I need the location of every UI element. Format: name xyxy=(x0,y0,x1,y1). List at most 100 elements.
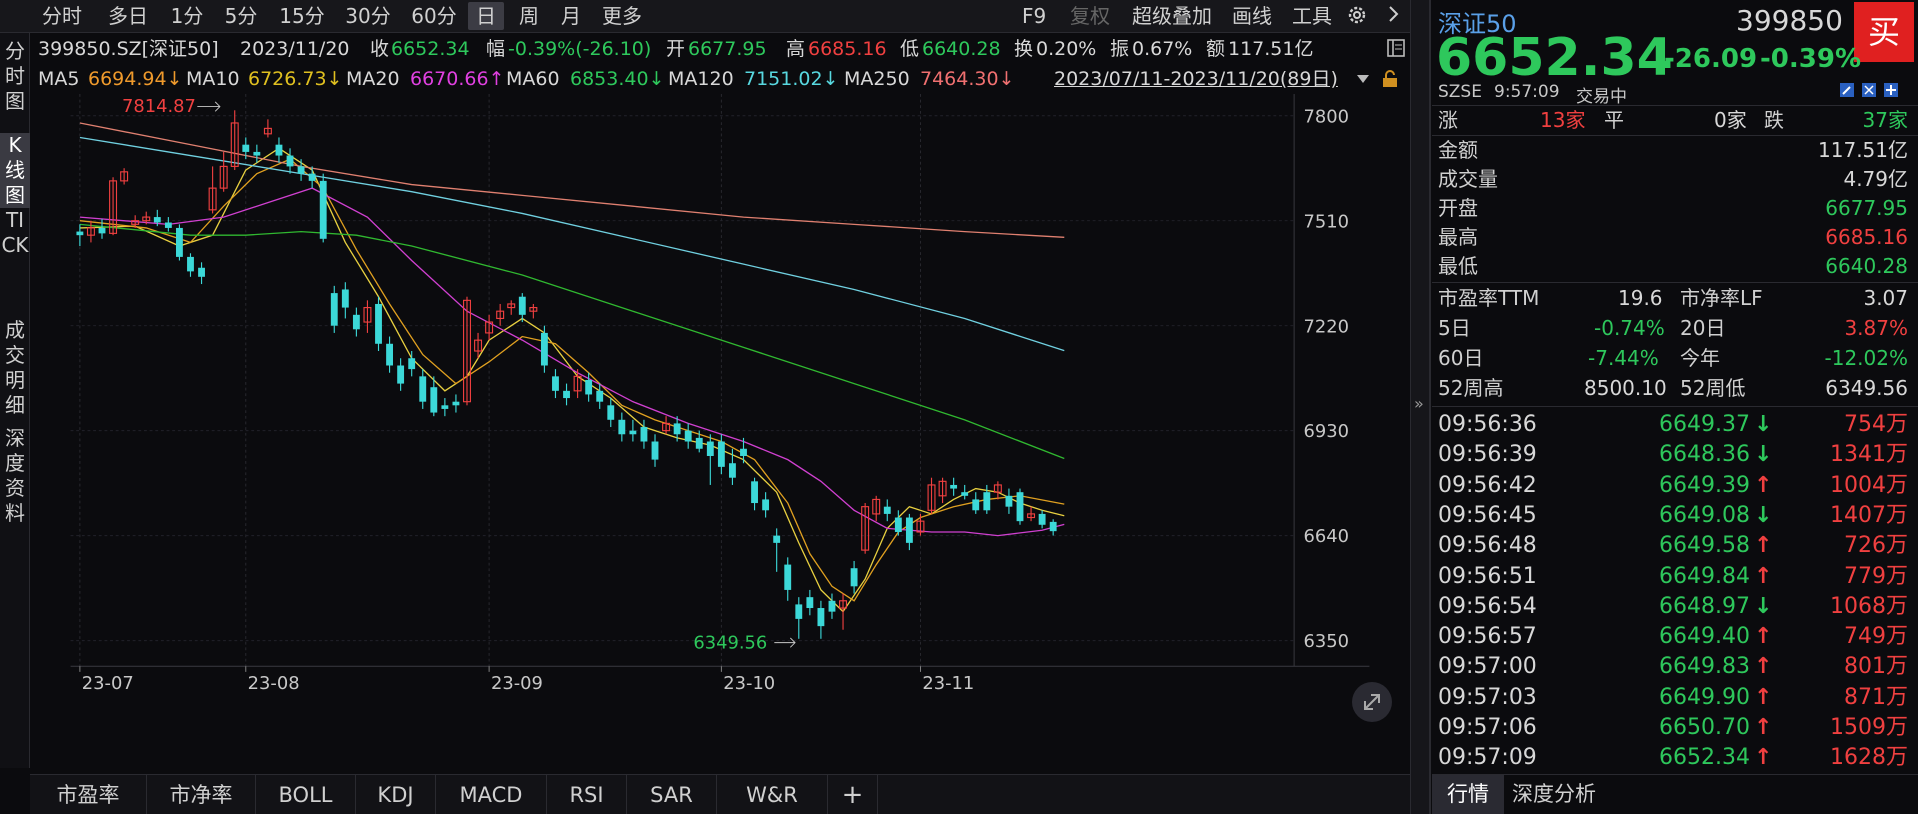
candle xyxy=(408,351,416,377)
period-weekly[interactable]: 周 xyxy=(519,4,539,28)
add-watch-icon[interactable] xyxy=(1884,83,1898,101)
sidebar-tab-intraday[interactable]: 分时图 xyxy=(5,39,25,113)
candle-body xyxy=(540,332,548,366)
period-multiday[interactable]: 多日 xyxy=(108,4,148,28)
arrow-up-icon: ↑ xyxy=(1754,684,1773,710)
tick-time: 09:56:51 xyxy=(1438,563,1537,589)
y-tick-label: 7510 xyxy=(1304,211,1350,232)
tick-time: 09:56:57 xyxy=(1438,624,1537,650)
tab-wr[interactable]: W&R xyxy=(717,775,828,814)
ma60-label: MA60 xyxy=(506,68,560,90)
tab-rsi[interactable]: RSI xyxy=(547,775,627,814)
pb-label: 市净率LF xyxy=(1680,286,1763,310)
draw-button[interactable]: 画线 xyxy=(1232,4,1272,28)
expand-icon[interactable] xyxy=(1352,682,1392,722)
candle-body xyxy=(230,122,239,167)
candle xyxy=(972,492,980,514)
stat-row: 成交量 4.79亿 xyxy=(1438,165,1908,194)
candle-body xyxy=(706,441,714,456)
range52-row: 52周高 8500.10 52周低 6349.56 xyxy=(1438,374,1908,403)
kline-chart[interactable]: 7800 7510 7220 6930 6640 6350 23-07 23-08 23-09… xyxy=(30,94,1410,734)
tick-volume: 726万 xyxy=(1844,533,1908,559)
tab-depth-analysis[interactable]: 深度分析 xyxy=(1512,782,1596,806)
period-1min[interactable]: 1分 xyxy=(170,4,204,28)
chevron-right-icon[interactable] xyxy=(1386,3,1402,31)
f9-button[interactable]: F9 xyxy=(1022,4,1047,28)
panel-layout-icon[interactable] xyxy=(1386,38,1406,62)
y-tick-label: 7220 xyxy=(1304,316,1350,337)
x-tick-label: 23-09 xyxy=(491,673,543,694)
edit-icon[interactable] xyxy=(1840,83,1854,101)
tick-price: 6649.84 xyxy=(1659,563,1750,589)
arrow-up-icon: ↑ xyxy=(1754,654,1773,680)
candle-body xyxy=(153,217,161,223)
candle xyxy=(883,499,891,522)
amplitude-value: 0.67% xyxy=(1132,38,1193,60)
tab-boll[interactable]: BOLL xyxy=(256,775,356,814)
tools-button[interactable]: 工具 xyxy=(1292,4,1332,28)
buy-button[interactable]: 买 xyxy=(1854,2,1914,62)
date-range-selector[interactable]: 2023/07/11-2023/11/20(89日) xyxy=(1054,68,1338,90)
period-monthly[interactable]: 月 xyxy=(561,4,581,28)
candle-body xyxy=(120,171,129,182)
candle-body xyxy=(462,299,471,403)
candle-body xyxy=(872,498,881,515)
tab-kdj[interactable]: KDJ xyxy=(356,775,436,814)
sidebar-tab-kline[interactable]: K线图 xyxy=(0,133,30,208)
candle xyxy=(618,412,626,442)
stat-row: 金额 117.51亿 xyxy=(1438,136,1908,165)
collapse-chevron-icon[interactable]: » xyxy=(1414,394,1424,413)
tick-volume: 1509万 xyxy=(1830,715,1908,740)
amplitude-label: 振 xyxy=(1110,38,1130,60)
arrow-up-icon: ↑ xyxy=(1754,745,1773,771)
period-15min[interactable]: 15分 xyxy=(279,4,325,28)
period-30min[interactable]: 30分 xyxy=(345,4,391,28)
lock-icon[interactable] xyxy=(1380,69,1400,93)
period-more[interactable]: 更多 xyxy=(602,4,642,28)
candle xyxy=(729,448,736,485)
period-5min[interactable]: 5分 xyxy=(224,4,258,28)
overlay-button[interactable]: 超级叠加 xyxy=(1132,4,1212,28)
sidebar-tab-trades[interactable]: 成交明细 xyxy=(5,318,25,417)
candle-body xyxy=(263,127,272,135)
stat-label: 开盘 xyxy=(1438,196,1478,220)
tick-time: 09:56:54 xyxy=(1438,593,1537,619)
candle xyxy=(585,372,593,402)
x-tick-label: 23-07 xyxy=(82,673,134,694)
dropdown-triangle-icon[interactable] xyxy=(1356,71,1370,89)
candle xyxy=(529,303,538,319)
low-arrow-icon xyxy=(774,637,796,648)
panel-divider[interactable]: » xyxy=(1410,0,1430,814)
candle-body xyxy=(330,293,338,326)
period-60min[interactable]: 60分 xyxy=(411,4,457,28)
tick-row: 09:56:39 6648.36 ↓ 1341万 xyxy=(1438,440,1908,470)
stat-value: 4.79亿 xyxy=(1843,167,1908,191)
restore-button[interactable]: 复权 xyxy=(1070,4,1110,28)
candle-body xyxy=(375,303,382,344)
sidebar-tab-tick[interactable]: TICK xyxy=(1,208,29,257)
candle-body xyxy=(552,376,559,391)
tab-pe[interactable]: 市盈率 xyxy=(30,775,147,814)
candle xyxy=(706,434,714,485)
tab-pb[interactable]: 市净率 xyxy=(147,775,256,814)
candle-body xyxy=(618,419,626,435)
candle-body xyxy=(983,492,991,511)
gear-icon[interactable] xyxy=(1346,4,1368,32)
add-indicator-button[interactable]: + xyxy=(828,775,878,814)
candle-body xyxy=(142,216,151,222)
candle xyxy=(131,215,140,228)
tab-sar[interactable]: SAR xyxy=(627,775,717,814)
sidebar-tab-depth[interactable]: 深度资料 xyxy=(5,426,25,525)
period-intraday[interactable]: 分时 xyxy=(42,4,82,28)
ma20-label: MA20 xyxy=(346,68,400,90)
candle-body xyxy=(242,144,250,152)
tab-macd[interactable]: MACD xyxy=(436,775,547,814)
candle-body xyxy=(275,144,283,156)
resize-icon[interactable] xyxy=(1862,83,1876,101)
tab-quote[interactable]: 行情 xyxy=(1432,775,1504,814)
low52-label: 52周低 xyxy=(1680,376,1746,400)
arrow-down-icon: ↓ xyxy=(1754,442,1773,468)
candle xyxy=(839,593,848,630)
candle xyxy=(552,369,559,399)
period-daily[interactable]: 日 xyxy=(468,2,504,30)
